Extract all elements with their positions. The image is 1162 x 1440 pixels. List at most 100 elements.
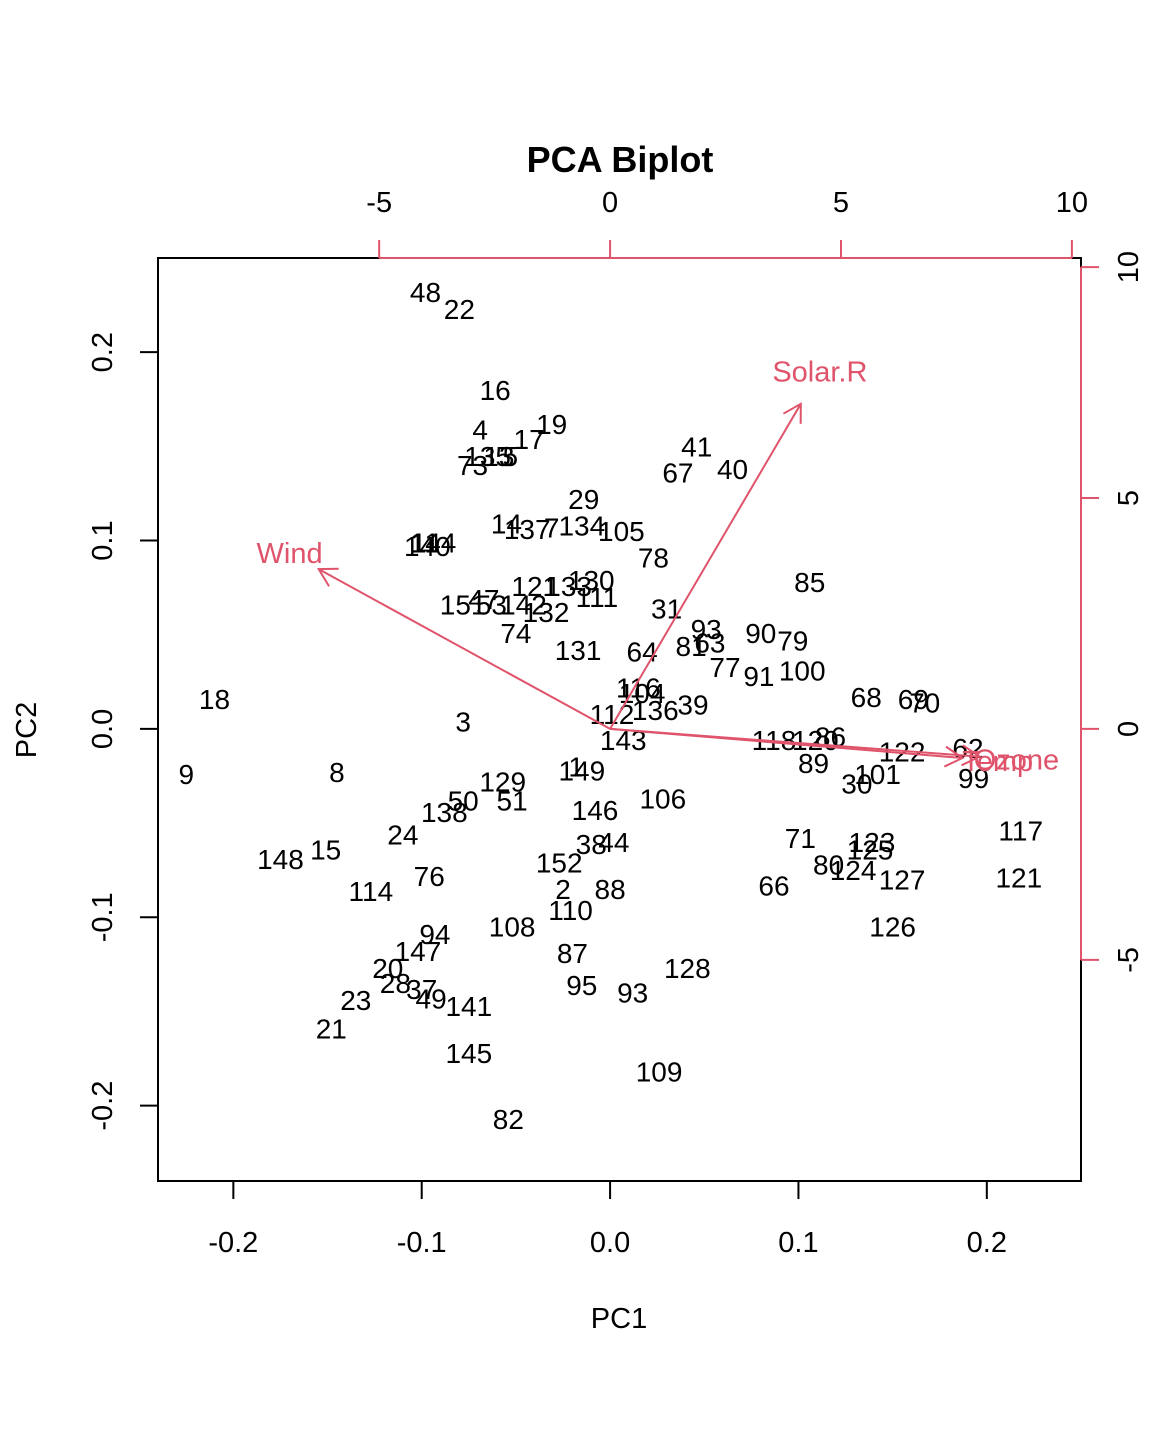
observation-label: 7 bbox=[544, 512, 560, 543]
observation-label: 123 bbox=[849, 827, 896, 858]
observation-label: 48 bbox=[410, 277, 441, 308]
observation-label: 47 bbox=[468, 584, 499, 615]
observation-label: 37 bbox=[406, 974, 437, 1005]
bottom-axis: -0.2 -0.1 0.0 0.1 0.2 bbox=[208, 1180, 1007, 1259]
observation-label: 149 bbox=[558, 755, 605, 786]
observation-label: 70 bbox=[909, 688, 940, 719]
observation-label: 121 bbox=[995, 863, 1042, 894]
top-tick-label: 0 bbox=[602, 187, 618, 219]
observation-label: 106 bbox=[639, 784, 686, 815]
observation-label: 76 bbox=[414, 861, 445, 892]
observation-label: 87 bbox=[557, 938, 588, 969]
variable-arrow bbox=[318, 568, 611, 730]
observation-label: 17 bbox=[514, 424, 545, 455]
observation-label: 100 bbox=[779, 656, 826, 687]
top-tick-label: -5 bbox=[366, 187, 392, 219]
observation-label: 148 bbox=[257, 844, 304, 875]
x-tick-label: 0.0 bbox=[590, 1227, 630, 1259]
observation-label: 101 bbox=[854, 759, 901, 790]
right-axis: -5 0 5 10 bbox=[1080, 251, 1145, 973]
observation-label: 109 bbox=[636, 1057, 683, 1088]
observation-label: 79 bbox=[777, 625, 808, 656]
variable-arrow bbox=[610, 727, 980, 758]
observation-label: 16 bbox=[480, 375, 511, 406]
observation-label: 31 bbox=[651, 593, 682, 624]
observation-label: 152 bbox=[536, 848, 583, 879]
observation-label: 4 bbox=[472, 414, 488, 445]
observation-label: 145 bbox=[445, 1038, 492, 1069]
observation-label: 80 bbox=[813, 850, 844, 881]
observation-label: 151 bbox=[440, 590, 487, 621]
variable-arrowhead bbox=[943, 745, 965, 768]
observation-label: 77 bbox=[709, 652, 740, 683]
observation-label: 68 bbox=[851, 682, 882, 713]
observation-label: 23 bbox=[340, 985, 371, 1016]
right-tick-label: -5 bbox=[1113, 947, 1145, 973]
observation-label: 82 bbox=[493, 1104, 524, 1135]
observation-label: 38 bbox=[576, 829, 607, 860]
observation-label: 14 bbox=[491, 509, 522, 540]
observation-label: 20 bbox=[372, 953, 403, 984]
observation-label: 74 bbox=[500, 618, 531, 649]
observation-label: 71 bbox=[785, 823, 816, 854]
observation-label: 11 bbox=[411, 527, 440, 558]
variable-label: Temp bbox=[962, 746, 1033, 778]
x-tick-label: -0.1 bbox=[397, 1227, 447, 1259]
observation-label: 8 bbox=[329, 757, 345, 788]
x-tick-label: -0.2 bbox=[208, 1227, 258, 1259]
right-tick-label: 10 bbox=[1113, 251, 1145, 283]
observation-label: 63 bbox=[694, 627, 725, 658]
observation-label: 90 bbox=[745, 618, 776, 649]
left-axis: -0.2 -0.1 0.0 0.1 0.2 bbox=[87, 332, 159, 1131]
observation-label: 124 bbox=[830, 855, 877, 886]
observation-label: 19 bbox=[536, 409, 567, 440]
variable-label: Wind bbox=[257, 538, 323, 570]
top-axis: -5 0 5 10 bbox=[366, 187, 1088, 259]
observation-label: 1 bbox=[568, 752, 584, 783]
observation-label: 69 bbox=[898, 684, 929, 715]
observation-label: 131 bbox=[555, 635, 602, 666]
observation-label: 136 bbox=[632, 695, 679, 726]
right-tick-label: 5 bbox=[1113, 490, 1145, 506]
observation-label: 94 bbox=[419, 919, 450, 950]
observation-label: 99 bbox=[958, 763, 989, 794]
observation-label: 49 bbox=[416, 983, 447, 1014]
observation-label: 2 bbox=[555, 874, 571, 905]
observation-label: 134 bbox=[558, 510, 605, 541]
observation-label: 88 bbox=[595, 874, 626, 905]
observation-label: 137 bbox=[504, 514, 551, 545]
observation-label: 18 bbox=[199, 684, 230, 715]
observation-label: 51 bbox=[497, 785, 528, 816]
y-tick-label: -0.2 bbox=[87, 1081, 119, 1131]
observation-label: 111 bbox=[576, 582, 619, 613]
observation-label: 50 bbox=[448, 785, 479, 816]
observation-label: 30 bbox=[841, 769, 872, 800]
chart-title: PCA Biplot bbox=[527, 139, 714, 180]
observation-label: 120 bbox=[792, 725, 839, 756]
top-tick-label: 5 bbox=[833, 187, 849, 219]
observation-label: 135 bbox=[464, 441, 511, 472]
observation-label: 28 bbox=[380, 968, 411, 999]
observation-label: 108 bbox=[489, 912, 536, 943]
x-tick-label: 0.1 bbox=[778, 1227, 818, 1259]
observation-label: 105 bbox=[598, 516, 645, 547]
observation-label: 67 bbox=[662, 458, 693, 489]
x-tick-label: 0.2 bbox=[967, 1227, 1007, 1259]
observation-label: 78 bbox=[638, 543, 669, 574]
observation-label: 104 bbox=[619, 678, 666, 709]
observation-label: 142 bbox=[500, 590, 547, 621]
observation-label: 146 bbox=[572, 795, 619, 826]
observation-label: 93 bbox=[691, 614, 722, 645]
observation-label: 15 bbox=[310, 834, 341, 865]
observation-label: 147 bbox=[395, 936, 442, 967]
observation-label: 133 bbox=[545, 571, 592, 602]
observation-label: 13 bbox=[483, 441, 514, 472]
observation-label: 44 bbox=[598, 827, 629, 858]
observation-label: 41 bbox=[681, 431, 712, 462]
variable-label: Ozone bbox=[974, 744, 1059, 776]
observation-label: 127 bbox=[879, 865, 926, 896]
observation-label: 81 bbox=[676, 631, 707, 662]
